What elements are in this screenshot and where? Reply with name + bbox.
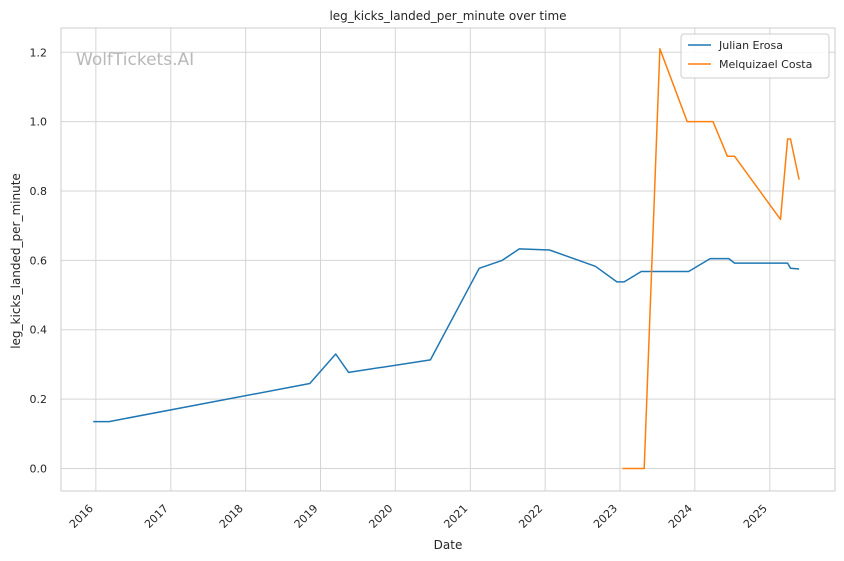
- legend-label-julian-erosa: Julian Erosa: [718, 39, 783, 52]
- y-tick-label: 0.8: [30, 185, 48, 198]
- y-tick-label: 0.0: [30, 462, 48, 475]
- legend-label-melquizael-costa: Melquizael Costa: [719, 58, 812, 71]
- plot-frame: [60, 27, 836, 492]
- series-layer: [93, 48, 800, 470]
- legend-box: [680, 33, 830, 79]
- series-line-julian-erosa: [93, 248, 800, 423]
- y-axis-label: leg_kicks_landed_per_minute: [9, 173, 23, 349]
- y-tick-label: 0.2: [30, 393, 48, 406]
- y-tick-label: 1.2: [30, 46, 48, 59]
- series-line-melquizael-costa: [622, 48, 800, 470]
- chart-title: leg_kicks_landed_per_minute over time: [329, 9, 566, 23]
- legend: Julian Erosa Melquizael Costa: [680, 33, 830, 79]
- x-axis-label: Date: [434, 538, 463, 552]
- y-tick-labels: 0.0 0.2 0.4 0.6 0.8 1.0 1.2: [30, 46, 48, 475]
- y-tick-label: 1.0: [30, 116, 48, 129]
- y-tick-label: 0.4: [30, 324, 48, 337]
- y-tick-label: 0.6: [30, 254, 48, 267]
- watermark-text: WolfTickets.AI: [76, 50, 194, 70]
